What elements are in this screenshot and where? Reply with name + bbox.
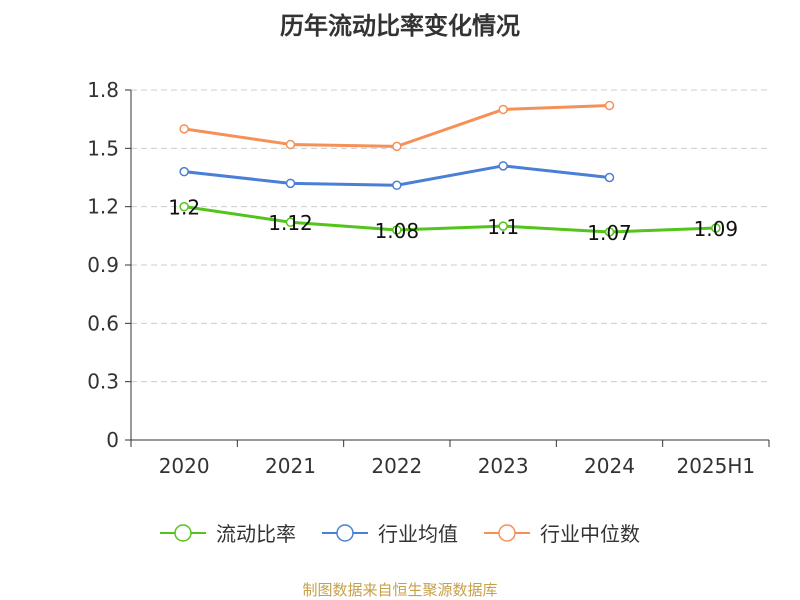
legend-swatch [322,523,368,542]
data-point [392,141,402,152]
legend-item[interactable]: 流动比率 [160,518,296,547]
legend-swatch-marker [174,523,192,542]
data-point [285,139,296,150]
series-line [183,205,716,234]
data-point [498,221,508,231]
x-tick-label: 2024 [584,454,635,478]
data-point [498,161,508,171]
legend-item[interactable]: 行业均值 [322,518,458,547]
y-tick-label: 0.3 [87,370,119,394]
data-point [285,217,296,227]
legend-swatch-marker [498,523,516,542]
chart-title: 历年流动比率变化情况 [280,12,520,40]
source-note: 制图数据来自恒生聚源数据库 [302,581,498,599]
data-point [392,225,402,235]
legend-swatch-marker [336,523,354,542]
legend-label: 行业中位数 [540,522,640,546]
data-point [179,201,189,212]
y-tick-label: 0 [106,428,119,452]
data-point [392,180,402,191]
y-tick-label: 1.8 [87,78,119,102]
data-point [604,100,615,111]
x-tick-label: 2022 [371,454,422,478]
legend-label: 流动比率 [216,522,296,546]
x-tick-label: 2025H1 [676,454,755,478]
data-label: 1.08 [375,219,420,243]
y-tick-label: 0.6 [87,311,119,335]
legend: 流动比率 行业均值 行业中位数 [0,518,800,547]
data-label: 1.12 [268,211,313,235]
x-tick-label: 2023 [478,454,529,478]
legend-item[interactable]: 行业中位数 [484,518,640,547]
data-point [604,172,615,183]
series-lines [179,100,721,237]
data-label: 1.2 [168,196,200,220]
y-tick-label: 0.9 [87,253,119,277]
data-label: 1.1 [487,215,519,239]
legend-swatch [160,523,206,542]
data-point [498,104,508,115]
axes: 0 0.3 0.6 0.9 1.2 1.5 1.8 2020 2021 2022 2023 2024 2… [87,78,770,478]
data-point [179,166,189,177]
legend-label: 行业均值 [378,522,458,546]
data-labels: 1.2 1.12 1.08 1.1 1.07 1.09 [168,196,738,245]
data-point [285,178,296,189]
data-point [179,124,189,134]
data-label: 1.07 [587,221,632,245]
y-tick-label: 1.2 [87,195,119,219]
data-point [604,227,615,237]
grid-lines [131,89,769,383]
x-tick-label: 2020 [159,454,210,478]
data-label: 1.09 [694,217,739,241]
series-line [183,104,610,148]
legend-swatch [484,523,530,542]
data-point [711,223,721,233]
x-tick-label: 2021 [265,454,316,478]
y-tick-label: 1.5 [87,136,119,160]
